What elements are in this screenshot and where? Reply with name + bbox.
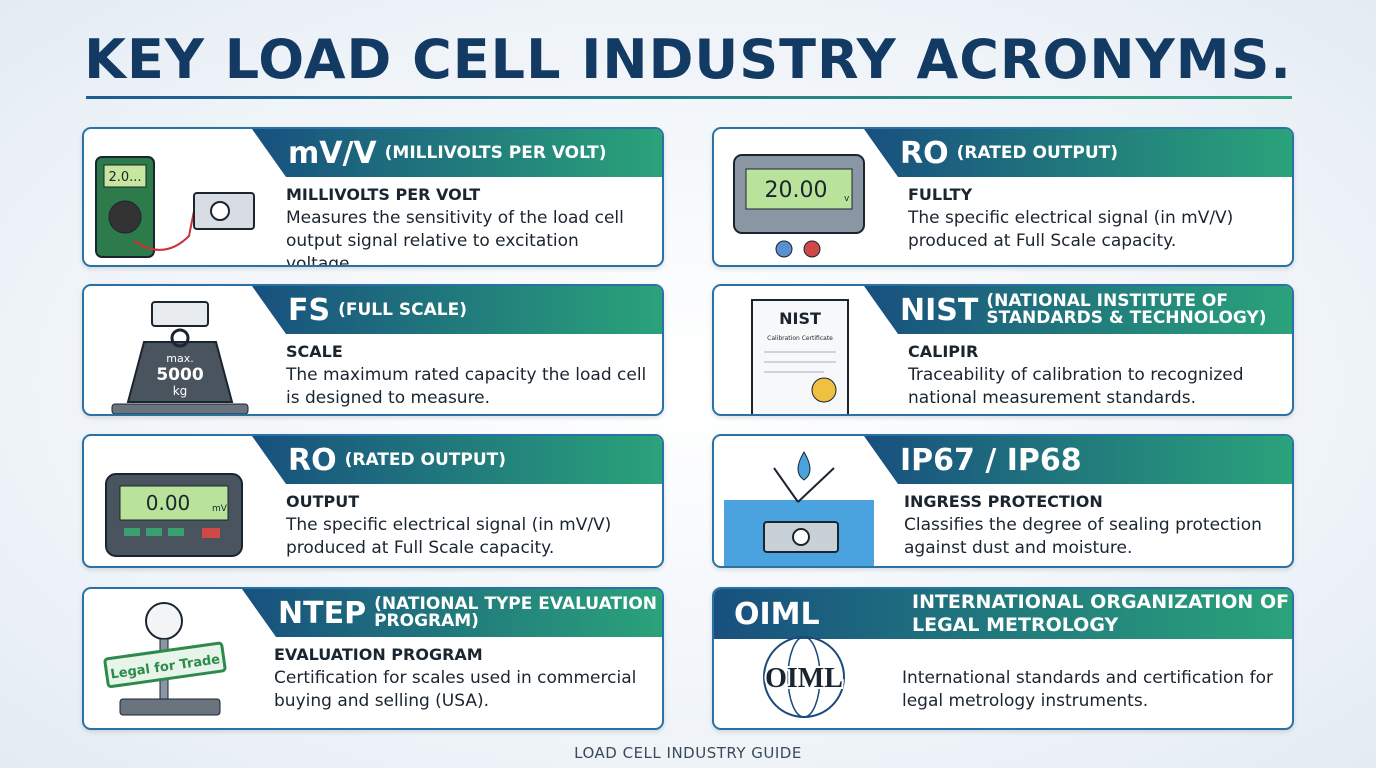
icon-text: max.: [166, 352, 193, 365]
card-header: IP67 / IP68: [864, 436, 1292, 484]
icon-text: v: [844, 194, 850, 204]
icon-text: NIST: [779, 309, 821, 328]
acronym: OIML: [734, 596, 820, 632]
card: OIML INTERNATIONAL ORGANIZATION OF LEGAL …: [712, 587, 1294, 730]
expansion: INTERNATIONAL ORGANIZATION OF LEGAL METR…: [912, 591, 1290, 636]
water-icon: [724, 451, 874, 566]
description: Measures the sensitivity of the load cel…: [286, 208, 624, 267]
card-header: RO (RATED OUTPUT): [252, 436, 662, 484]
subtitle: MILLIVOLTS PER VOLT: [286, 185, 481, 204]
title-rule: [86, 96, 1292, 99]
acronym: IP67 / IP68: [900, 442, 1082, 478]
subtitle: SCALE: [286, 342, 343, 361]
expansion: (RATED OUTPUT): [344, 449, 507, 470]
icon-text: 20.00: [765, 178, 828, 203]
weight-icon: max. 5000 kg: [111, 301, 249, 414]
card: NIST (NATIONAL INSTITUTE OF STANDARDS & T…: [712, 284, 1294, 416]
subtitle: OUTPUT: [286, 492, 360, 511]
subtitle: FULLTY: [908, 185, 973, 204]
card: RO (RATED OUTPUT) 20.00 v FULLTY The speci…: [712, 127, 1294, 267]
icon-text: kg: [173, 384, 188, 398]
card: FS (FULL SCALE) max. 5000 kg SCALE The max…: [82, 284, 664, 416]
acronym: RO: [900, 135, 949, 171]
card-header: FS (FULL SCALE): [252, 286, 662, 334]
icon-text: mV: [212, 504, 228, 514]
card-header: NIST (NATIONAL INSTITUTE OF STANDARDS & T…: [864, 286, 1292, 334]
display-icon: 20.00 v: [733, 154, 865, 258]
description: Certification for scales used in commerc…: [274, 668, 637, 711]
description: The specific electrical signal (in mV/V)…: [286, 515, 612, 558]
icon-text: OIML: [765, 663, 843, 694]
globe-icon: OIML: [763, 636, 845, 718]
acronym: RO: [288, 442, 337, 478]
acronym: mV/V: [288, 135, 377, 171]
description: The maximum rated capacity the load cell…: [286, 365, 647, 408]
scale-icon: Legal for Trade: [103, 602, 227, 716]
icon-text: 2.0...: [108, 170, 141, 185]
description: Classifies the degree of sealing protect…: [904, 515, 1262, 558]
card: mV/V (MILLIVOLTS PER VOLT) 2.0... MILLIVO…: [82, 127, 664, 267]
acronym: FS: [288, 292, 331, 328]
icon-text: 0.00: [146, 491, 191, 515]
expansion: (RATED OUTPUT): [956, 142, 1119, 163]
description: International standards and certificatio…: [902, 668, 1273, 711]
card-header: NTEP (NATIONAL TYPE EVALUATION PROGRAM): [242, 589, 662, 637]
page-title: KEY LOAD CELL INDUSTRY ACRONYMS.: [84, 28, 1292, 91]
card: RO (RATED OUTPUT) 0.00 mV OUTPUT The speci…: [82, 434, 664, 568]
expansion: (NATIONAL INSTITUTE OF STANDARDS & TECHN…: [986, 291, 1267, 328]
expansion: (NATIONAL TYPE EVALUATION PROGRAM): [374, 594, 658, 631]
certificate-icon: NIST Calibration Certificate: [751, 299, 849, 414]
icon-text: 5000: [156, 365, 203, 385]
card-header: RO (RATED OUTPUT): [864, 129, 1292, 177]
display-icon: 0.00 mV: [105, 473, 243, 557]
expansion: (FULL SCALE): [338, 299, 467, 320]
acronym: NTEP: [278, 595, 367, 631]
expansion: (MILLIVOLTS PER VOLT): [384, 142, 607, 163]
description: The specific electrical signal (in mV/V)…: [908, 208, 1234, 251]
subtitle: EVALUATION PROGRAM: [274, 645, 483, 664]
card-header: OIML INTERNATIONAL ORGANIZATION OF LEGAL …: [714, 589, 1292, 639]
card-header: mV/V (MILLIVOLTS PER VOLT): [252, 129, 662, 177]
icon-text: Calibration Certificate: [767, 335, 833, 342]
footer: LOAD CELL INDUSTRY GUIDE: [574, 744, 802, 762]
multimeter-icon: 2.0...: [95, 156, 255, 258]
card: NTEP (NATIONAL TYPE EVALUATION PROGRAM) L…: [82, 587, 664, 730]
subtitle: INGRESS PROTECTION: [904, 492, 1103, 511]
subtitle: CALIPIR: [908, 342, 979, 361]
card: IP67 / IP68 INGRESS PROTECTION Classifies…: [712, 434, 1294, 568]
description: Traceability of calibration to recognize…: [908, 365, 1244, 408]
acronym: NIST: [900, 292, 979, 328]
